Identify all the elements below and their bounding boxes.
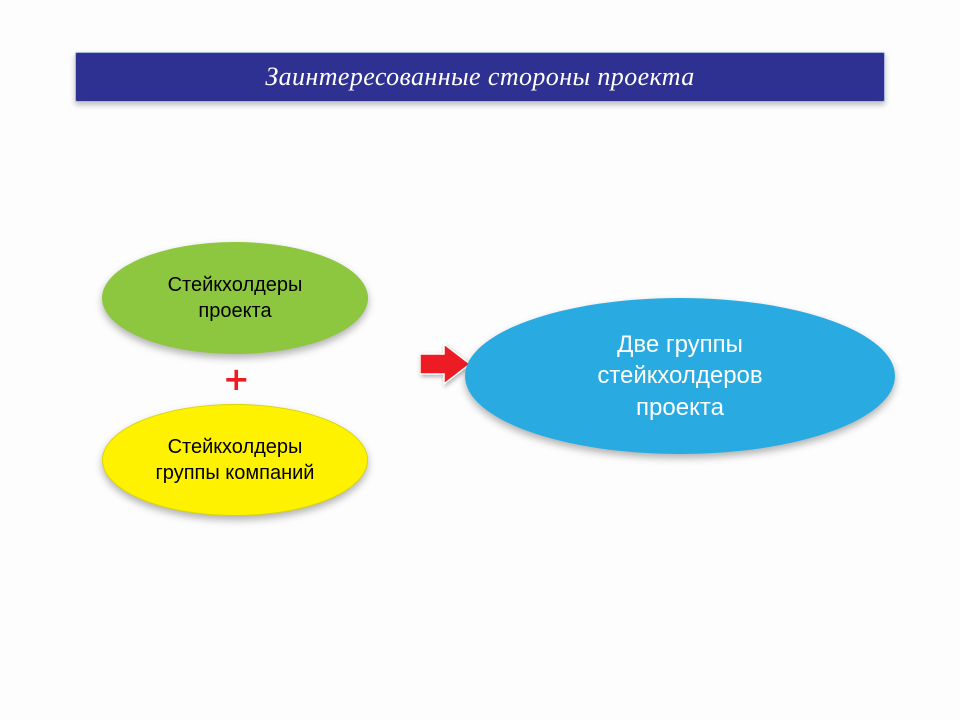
ellipse-label: Стейкхолдеры группы компаний bbox=[156, 434, 315, 486]
ellipse-label: Стейкхолдеры проекта bbox=[168, 272, 303, 324]
ellipse-stakeholders-project: Стейкхолдеры проекта bbox=[102, 242, 368, 354]
text-line: проекта bbox=[597, 392, 762, 423]
text-line: проекта bbox=[168, 298, 303, 324]
text-line: Стейкхолдеры bbox=[156, 434, 315, 460]
text-line: Стейкхолдеры bbox=[168, 272, 303, 298]
text-line: стейкхолдеров bbox=[597, 360, 762, 391]
text-line: группы компаний bbox=[156, 460, 315, 486]
title-bar: Заинтересованные стороны проекта bbox=[75, 52, 885, 102]
ellipse-stakeholders-group: Стейкхолдеры группы компаний bbox=[102, 404, 368, 516]
text-line: Две группы bbox=[597, 329, 762, 360]
title-text: Заинтересованные стороны проекта bbox=[265, 62, 694, 92]
plus-icon: + bbox=[224, 356, 249, 404]
arrow-right-icon bbox=[420, 342, 470, 391]
ellipse-label: Две группы стейкхолдеров проекта bbox=[597, 329, 762, 423]
ellipse-two-groups: Две группы стейкхолдеров проекта bbox=[465, 298, 895, 454]
